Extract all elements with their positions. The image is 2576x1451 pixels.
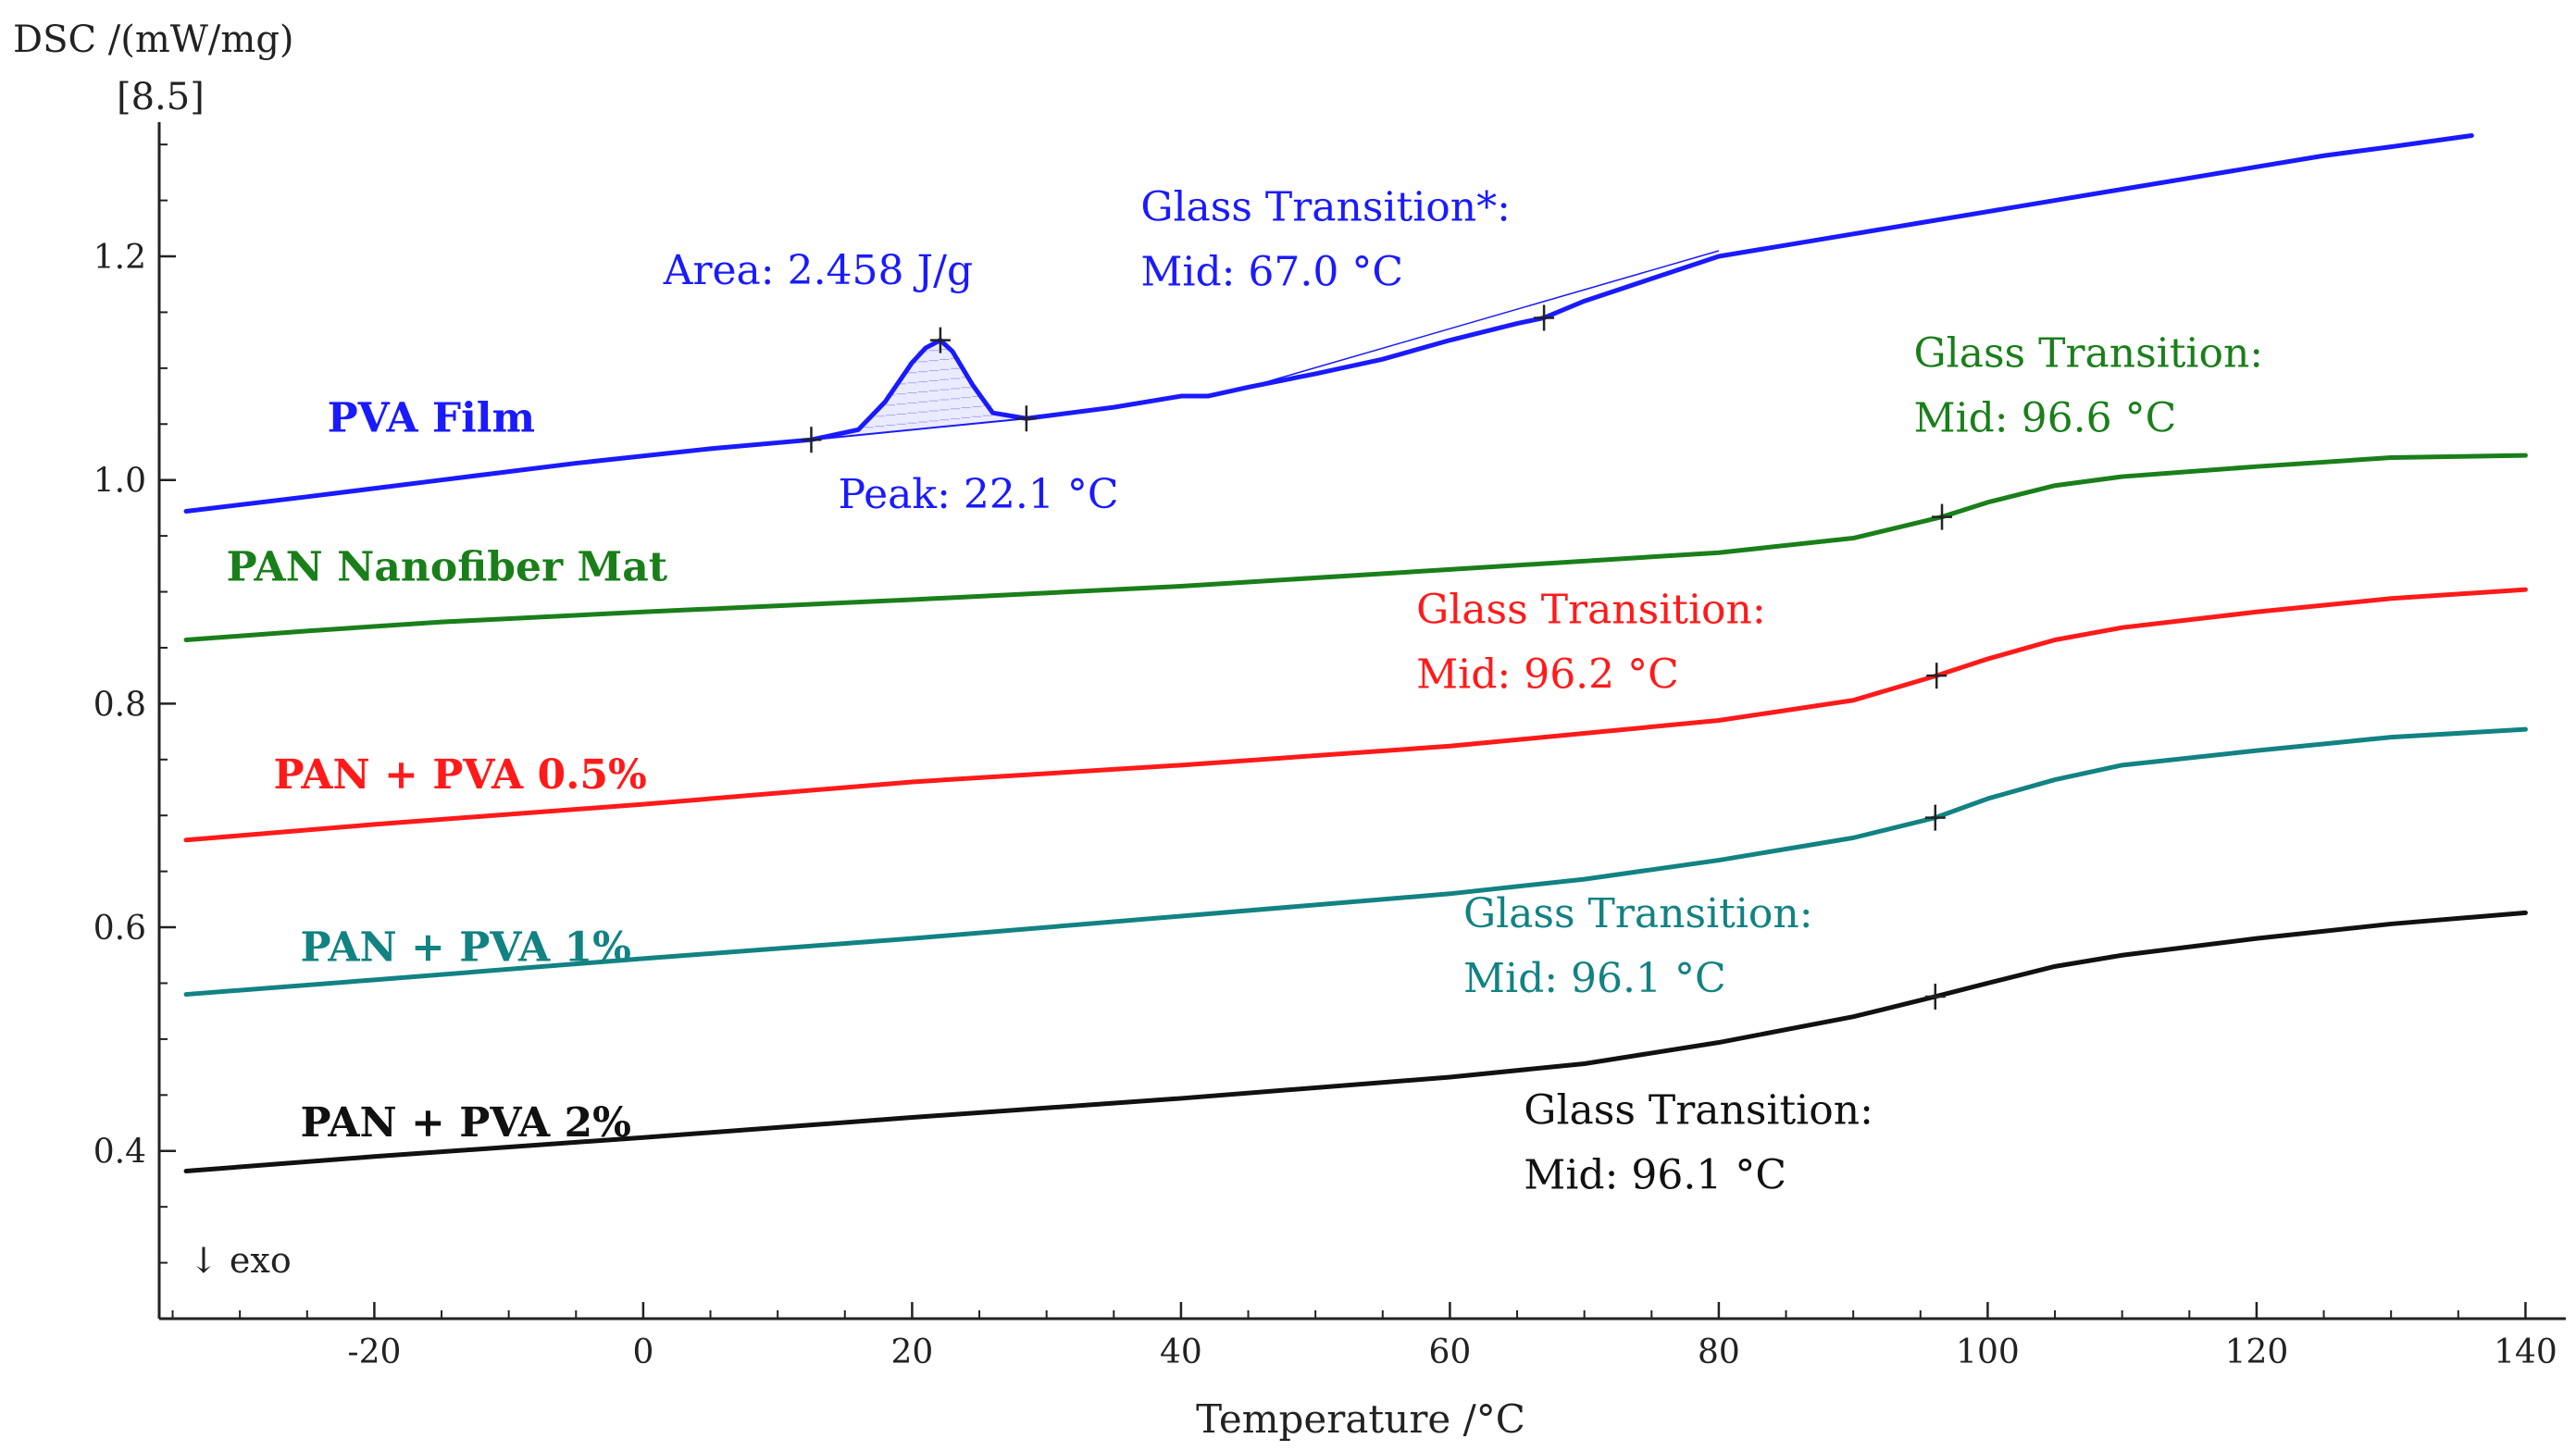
y-tick-label: 0.6 <box>93 910 146 948</box>
series-label: PAN + PVA 0.5% <box>273 751 646 799</box>
annotation-text: Glass Transition: <box>1463 890 1813 937</box>
annotation-text: Glass Transition: <box>1416 586 1766 633</box>
series-line <box>183 453 2528 642</box>
exo-note: ↓ exo <box>189 1240 292 1281</box>
x-tick-label: 60 <box>1429 1333 1472 1371</box>
series-label: PAN Nanofiber Mat <box>227 543 668 590</box>
annotation-text: Mid: 96.1 °C <box>1463 955 1726 1002</box>
x-tick-label: 80 <box>1698 1333 1740 1371</box>
series-label: PVA Film <box>328 395 535 442</box>
x-axis-label: Temperature /°C <box>1196 1396 1525 1442</box>
x-tick-label: 140 <box>2494 1333 2557 1371</box>
peak-baseline <box>811 417 1027 441</box>
axes: -20 0 20 40 60 80 100 120 140 0.4 0.6 0.8 1.0 1.2 <box>93 122 2566 1371</box>
annotation-text: Glass Transition*: <box>1140 183 1511 230</box>
annotation-text: Area: 2.458 J/g <box>663 247 973 294</box>
annotation-text: Mid: 96.1 °C <box>1524 1152 1786 1199</box>
x-tick-label: 100 <box>1956 1333 2020 1371</box>
marker-layer <box>801 304 1953 1010</box>
y-axis-label: DSC /(mW/mg) <box>13 19 294 61</box>
y-tick-label: 1.0 <box>93 463 146 501</box>
annotation-text: Mid: 67.0 °C <box>1140 248 1403 295</box>
x-tick-label: 0 <box>632 1333 653 1371</box>
annotation-text: Peak: 22.1 °C <box>839 471 1119 518</box>
y-tick-label: 1.2 <box>93 239 146 277</box>
annotation-text: Glass Transition: <box>1524 1087 1873 1135</box>
peak-area-fill <box>811 341 1027 440</box>
annotation-text: Mid: 96.6 °C <box>1914 395 2177 442</box>
series-label: PAN + PVA 1% <box>301 924 631 971</box>
x-tick-label: 40 <box>1160 1333 1202 1371</box>
annotation-text: Glass Transition: <box>1914 330 2264 378</box>
x-tick-label: 20 <box>891 1333 934 1371</box>
series-line <box>183 133 2474 515</box>
label-layer: PVA Film PAN Nanofiber Mat PAN + PVA 0.5% P… <box>227 183 2264 1198</box>
pva-tangent-line <box>1248 250 1720 389</box>
series-line <box>183 726 2528 998</box>
series-label: PAN + PVA 2% <box>301 1099 631 1147</box>
y-tick-label: 0.8 <box>93 686 146 724</box>
annotation-text: Mid: 96.2 °C <box>1416 651 1679 698</box>
y-axis-label-extra: [8.5] <box>117 76 205 118</box>
x-tick-label: 120 <box>2225 1333 2289 1371</box>
series-layer <box>183 133 2528 1173</box>
x-tick-label: -20 <box>347 1333 401 1371</box>
series-line <box>183 587 2528 843</box>
y-tick-label: 0.4 <box>93 1134 146 1172</box>
series-line <box>183 910 2528 1173</box>
